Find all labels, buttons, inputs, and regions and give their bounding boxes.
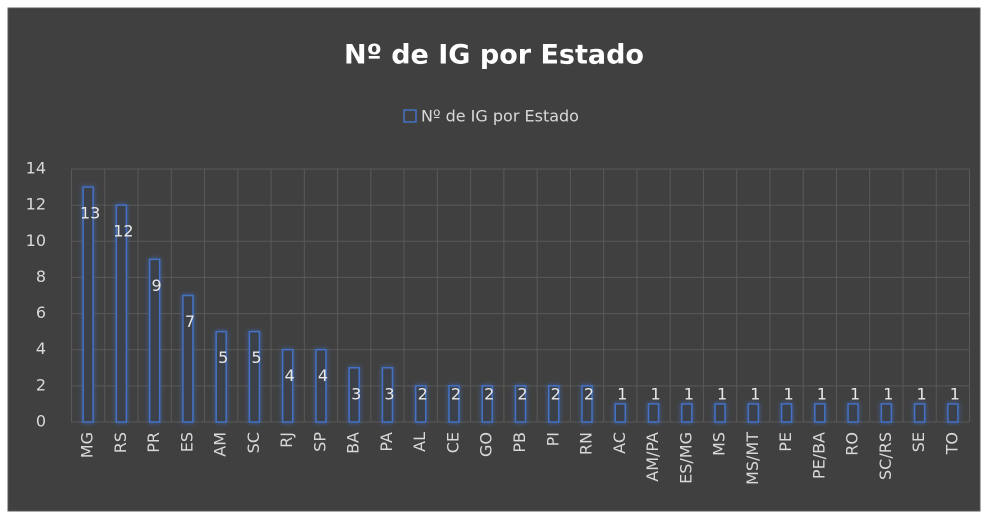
data-label: 1 bbox=[883, 385, 893, 404]
data-label: 1 bbox=[650, 385, 660, 404]
y-tick-label: 10 bbox=[26, 231, 46, 250]
data-label: 5 bbox=[218, 348, 228, 367]
x-tick-label: SC/RS bbox=[876, 432, 895, 480]
bar bbox=[215, 330, 227, 423]
bar bbox=[248, 330, 261, 423]
x-tick-label: TO bbox=[942, 432, 961, 455]
bar bbox=[348, 367, 360, 423]
x-tick-label: MS/MT bbox=[743, 432, 762, 485]
x-tick-label: PI bbox=[543, 432, 562, 446]
bar bbox=[414, 385, 427, 423]
data-label: 1 bbox=[783, 385, 793, 404]
y-tick-label: 2 bbox=[36, 375, 46, 394]
bar bbox=[548, 385, 560, 423]
x-tick-label: PE bbox=[776, 432, 795, 452]
data-label: 1 bbox=[684, 385, 694, 404]
data-label: 4 bbox=[285, 366, 295, 385]
bar bbox=[381, 367, 394, 423]
bar bbox=[714, 403, 726, 423]
data-label: 2 bbox=[451, 385, 461, 404]
x-tick-label: PR bbox=[144, 432, 163, 453]
data-label: 2 bbox=[418, 385, 428, 404]
bar bbox=[448, 385, 460, 423]
legend-label: Nº de IG por Estado bbox=[421, 107, 579, 126]
x-tick-label: PB bbox=[510, 432, 529, 453]
x-tick-label: ES/MG bbox=[676, 432, 695, 484]
x-tick-label: AM/PA bbox=[643, 432, 662, 482]
bar bbox=[747, 403, 760, 423]
chart-area bbox=[7, 7, 981, 512]
legend-swatch bbox=[403, 109, 417, 123]
bar bbox=[315, 348, 327, 423]
bar bbox=[847, 403, 859, 423]
bar bbox=[814, 403, 826, 423]
bar bbox=[913, 403, 926, 423]
x-tick-label: RS bbox=[111, 432, 130, 453]
y-tick-label: 4 bbox=[36, 339, 46, 358]
bar bbox=[82, 186, 94, 423]
bar bbox=[115, 204, 128, 423]
bar bbox=[614, 403, 627, 423]
data-label: 1 bbox=[950, 385, 960, 404]
data-label: 2 bbox=[551, 385, 561, 404]
data-label: 13 bbox=[80, 204, 100, 223]
data-label: 5 bbox=[251, 348, 261, 367]
x-tick-label: AL bbox=[410, 432, 429, 452]
data-label: 2 bbox=[517, 385, 527, 404]
data-label: 3 bbox=[384, 384, 394, 403]
bar bbox=[481, 385, 493, 423]
data-label: 1 bbox=[617, 385, 627, 404]
y-tick-label: 12 bbox=[26, 195, 46, 214]
x-tick-label: AM bbox=[211, 432, 230, 457]
bar bbox=[514, 385, 527, 423]
bar bbox=[947, 403, 959, 423]
bar bbox=[647, 403, 660, 423]
x-tick-label: RN bbox=[577, 432, 596, 455]
data-label: 2 bbox=[484, 385, 494, 404]
x-tick-label: PA bbox=[377, 432, 396, 452]
x-tick-label: SP bbox=[310, 432, 329, 452]
data-label: 1 bbox=[917, 385, 927, 404]
y-tick-label: 6 bbox=[36, 303, 46, 322]
data-label: 1 bbox=[817, 385, 827, 404]
x-tick-label: MS bbox=[710, 432, 729, 456]
x-tick-label: AC bbox=[610, 432, 629, 454]
data-label: 4 bbox=[318, 366, 328, 385]
x-tick-label: CE bbox=[443, 432, 462, 453]
y-tick-label: 14 bbox=[26, 159, 46, 178]
x-tick-label: BA bbox=[344, 432, 363, 454]
data-label: 9 bbox=[152, 276, 162, 295]
bar bbox=[681, 403, 693, 423]
bar bbox=[581, 385, 593, 423]
data-label: 3 bbox=[351, 384, 361, 403]
bar bbox=[281, 348, 294, 423]
x-tick-label: RO bbox=[843, 432, 862, 456]
x-tick-label: SE bbox=[909, 432, 928, 452]
y-tick-label: 0 bbox=[36, 412, 46, 431]
bar bbox=[182, 294, 194, 423]
x-tick-label: RJ bbox=[277, 432, 296, 448]
x-tick-label: ES bbox=[177, 432, 196, 452]
bar bbox=[780, 403, 793, 423]
x-tick-label: MG bbox=[78, 432, 97, 458]
data-label: 2 bbox=[584, 385, 594, 404]
data-label: 1 bbox=[750, 385, 760, 404]
data-label: 7 bbox=[185, 312, 195, 331]
data-label: 12 bbox=[113, 222, 133, 241]
x-tick-label: PE/BA bbox=[809, 432, 828, 479]
chart-title: Nº de IG por Estado bbox=[344, 40, 644, 71]
bar bbox=[148, 258, 161, 423]
bar bbox=[880, 403, 893, 423]
data-label: 1 bbox=[850, 385, 860, 404]
data-label: 1 bbox=[717, 385, 727, 404]
x-tick-label: GO bbox=[477, 432, 496, 457]
y-tick-label: 8 bbox=[36, 267, 46, 286]
x-tick-label: SC bbox=[244, 432, 263, 453]
